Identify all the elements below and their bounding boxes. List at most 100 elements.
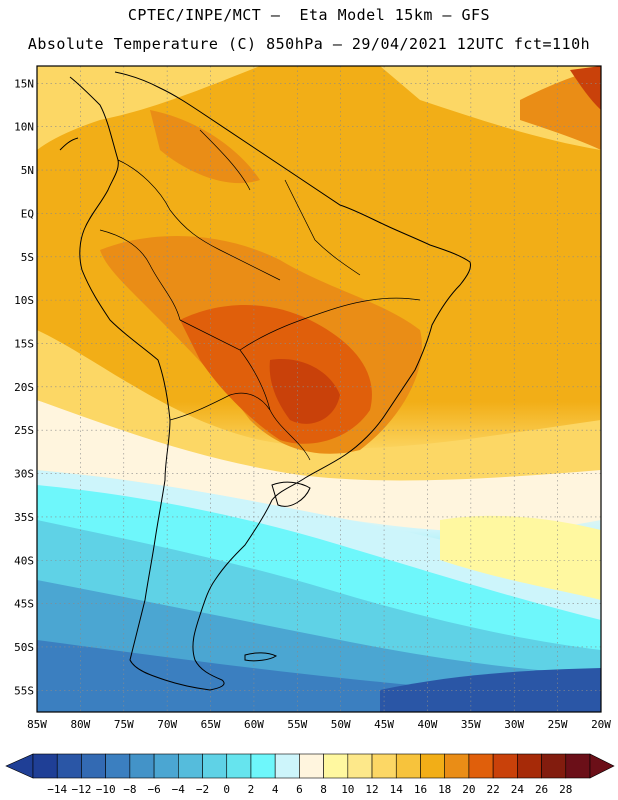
colorbar-cell [371,753,397,779]
lat-label: 15N [14,77,34,90]
colorbar-cell [153,753,179,779]
colorbar-label: 0 [223,783,230,796]
falkland-islands [244,652,277,662]
colorbar-label: −10 [96,783,116,796]
lat-label: 30S [14,468,34,481]
colorbar-label: 14 [390,783,404,796]
lon-label: 85W [27,718,47,731]
colorbar-label: −2 [196,783,209,796]
colorbar-label: 6 [296,783,303,796]
colorbar-cell [347,753,373,779]
band-warm-1 [37,330,601,481]
lat-label: 10S [14,294,34,307]
band-hot-3 [269,359,340,424]
band-hot-atlantic [520,70,601,150]
colorbar-cell [323,753,349,779]
lon-label: 35W [461,718,481,731]
colorbar-cell [250,753,276,779]
lon-label: 20W [591,718,611,731]
colorbar-cell [565,753,591,779]
band-cool-6 [380,668,601,712]
border-andes-1 [99,229,181,321]
lat-label: 45S [14,598,34,611]
lon-label: 30W [504,718,524,731]
lon-label: 70W [157,718,177,731]
colorbar-label: 16 [414,783,427,796]
colorbar-label: 4 [272,783,279,796]
colorbar-cell [468,753,494,779]
map-frame [36,65,602,713]
border-amazon [284,179,361,276]
border-bolivia [169,392,271,421]
colorbar-cell [226,753,252,779]
colorbar-arrow-low [5,753,34,779]
lat-label: 35S [14,511,34,524]
colorbar-label: −8 [123,783,136,796]
colorbar-label: 24 [511,783,525,796]
lat-label: 15S [14,337,34,350]
colorbar-cell [274,753,300,779]
colorbar-label: 10 [341,783,354,796]
lat-label: 50S [14,641,34,654]
east-coast [114,71,471,691]
colorbar-label: 22 [487,783,500,796]
longitude-labels: 85W 80W 75W 70W 65W 60W 55W 50W 45W 40W 35W 30W 25W 2… [27,718,611,731]
map-title-line1: CPTEC/INPE/MCT – Eta Model 15km – GFS [127,6,491,24]
band-pacific-north [37,66,260,150]
colorbar-cell [178,753,203,779]
colorbar-labels: −14 −12 −10 −8 −6 −4 −2 0 2 4 6 8 10 12 14 16 18 20 22 24 26… [47,783,572,796]
lat-label: 25S [14,424,34,437]
colorbar-cell [492,753,518,779]
rio-de-la-plata [271,481,311,507]
lat-label: 40S [14,554,34,567]
lon-label: 75W [114,718,134,731]
temperature-map: 15N 10N 5N EQ 5S 10S 15S 20S 25S 30S 35S 40S 45S 50S 5… [14,65,611,731]
colorbar-label: −12 [71,783,91,796]
lon-label: 40W [418,718,438,731]
border-venezuela [199,129,251,191]
border-central [179,319,311,461]
colorbar-label: 2 [248,783,255,796]
colorbar-cell [32,753,58,779]
lon-label: 45W [374,718,394,731]
colorbar-cell [420,753,445,779]
lat-label: 10N [14,121,34,134]
lat-label: 55S [14,684,34,697]
band-atlantic-yellow [440,515,601,600]
colorbar-cell [202,753,228,779]
colorbar-cell [541,753,567,779]
border-north [117,159,281,281]
latitude-labels: 15N 10N 5N EQ 5S 10S 15S 20S 25S 30S 35S 40S 45S 50S 5… [14,77,34,697]
colorbar-cell [81,753,106,779]
border-brazil-states [239,297,421,351]
colorbar-cell [129,753,155,779]
temperature-field [37,66,601,712]
colorbar-cells [5,753,615,779]
colorbar-label: 20 [462,783,475,796]
band-atlantic-north [380,66,601,150]
coastlines [59,71,471,691]
colorbar-arrow-high [589,753,615,779]
colorbar-label: −4 [172,783,186,796]
colorbar-cell [56,753,82,779]
map-title-line2: Absolute Temperature (C) 850hPa – 29/04/… [27,35,591,53]
lon-label: 65W [201,718,221,731]
lat-label: 5S [21,251,34,264]
lon-label: 50W [331,718,351,731]
central-america [59,137,79,151]
lon-label: 25W [548,718,568,731]
colorbar-label: −6 [147,783,160,796]
colorbar: −14 −12 −10 −8 −6 −4 −2 0 2 4 6 8 10 12 14 16 18 20 22 24 26… [5,753,615,796]
lat-label: 20S [14,381,34,394]
colorbar-cell [299,753,324,779]
colorbar-cell [105,753,131,779]
lat-label: 5N [21,164,34,177]
band-hotter-atlantic [570,66,601,110]
west-coast [69,76,211,691]
colorbar-label: −14 [47,783,67,796]
country-borders [99,129,421,461]
colorbar-cell [395,753,421,779]
lat-label: EQ [21,207,34,220]
colorbar-cell [517,753,542,779]
colorbar-cell [444,753,470,779]
